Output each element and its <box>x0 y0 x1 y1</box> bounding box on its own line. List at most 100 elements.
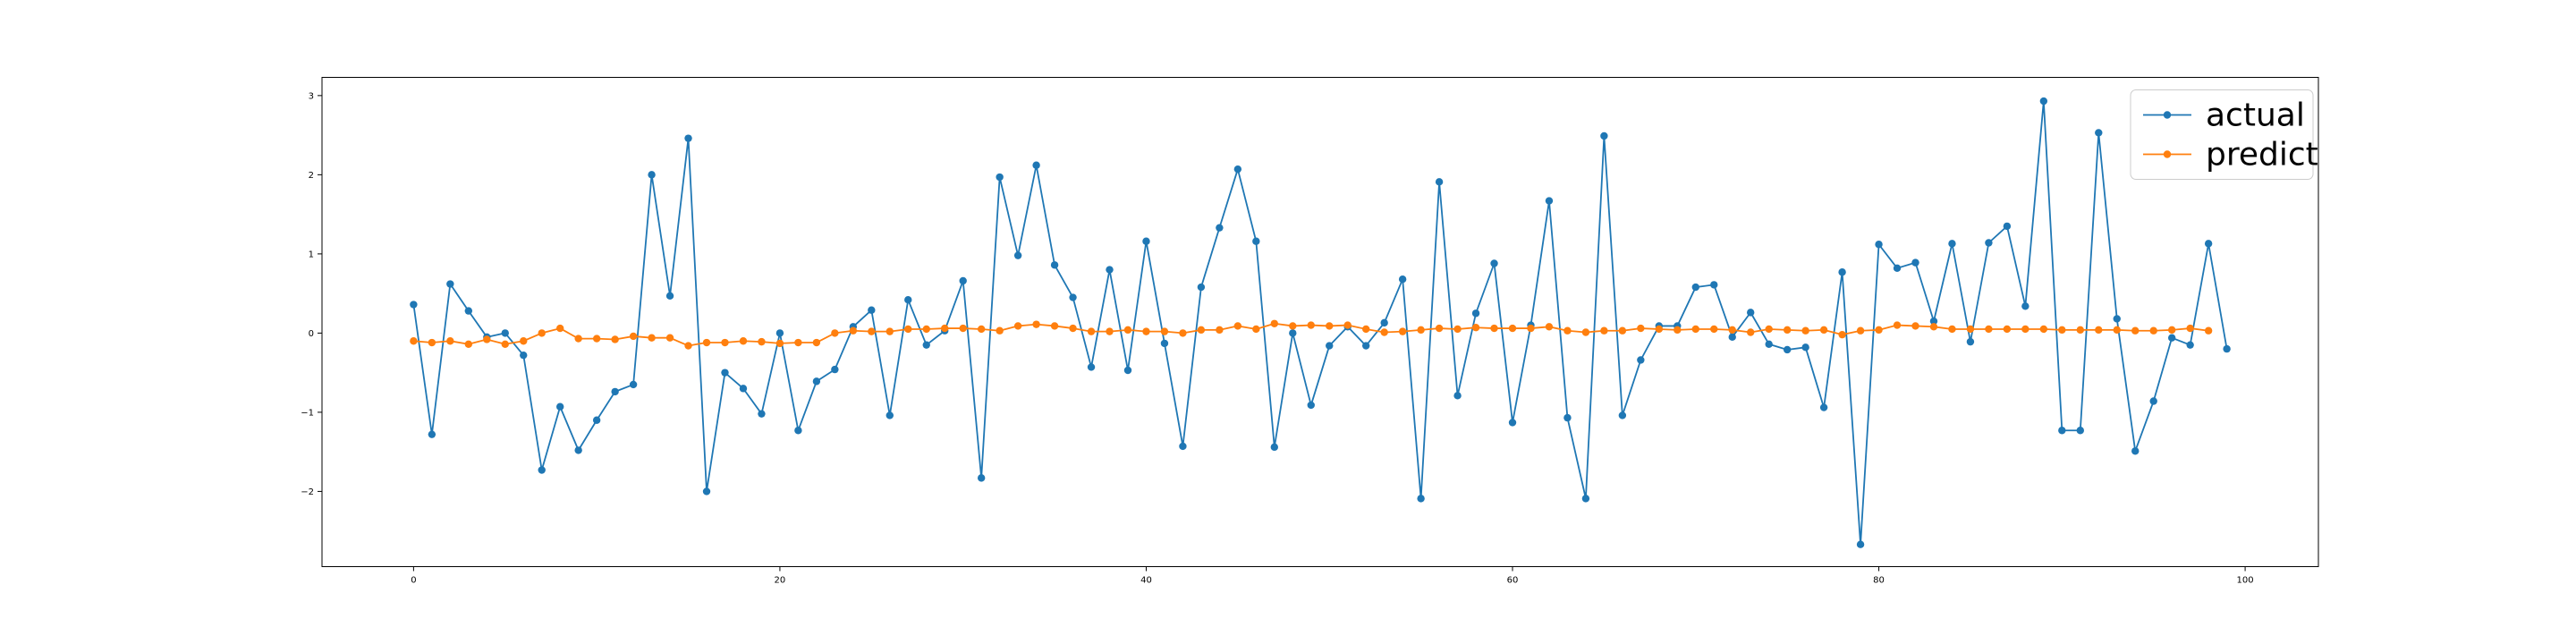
actual-point <box>1252 237 1260 245</box>
y-axis: −2 −1 0 1 2 3 <box>301 91 322 497</box>
actual-point <box>702 487 711 496</box>
actual-point <box>1948 240 1956 248</box>
actual-point <box>1069 293 1077 301</box>
plot-area <box>322 77 2318 567</box>
actual-point <box>1490 259 1498 267</box>
predict-point <box>1160 327 1169 335</box>
actual-point <box>1307 401 1315 410</box>
predict-point <box>1966 325 1975 334</box>
legend-box <box>2130 89 2314 180</box>
predict-point <box>1637 324 1645 333</box>
actual-point <box>2095 129 2103 137</box>
actual-point <box>1765 340 1773 348</box>
predict-point <box>483 335 491 343</box>
actual-point <box>1618 411 1627 419</box>
predict-point <box>410 337 418 345</box>
actual-point <box>2003 222 2012 231</box>
actual-point <box>1545 197 1554 205</box>
predict-point <box>1270 319 1279 327</box>
predict-point <box>1728 326 1736 335</box>
predict-point <box>1948 325 1956 334</box>
predict-point <box>721 338 729 347</box>
predict-point <box>1893 321 1902 329</box>
predict-point <box>1563 326 1572 335</box>
y-tick-label: 0 <box>309 329 314 339</box>
x-tick-label: 40 <box>1140 576 1152 586</box>
predict-point <box>611 335 619 343</box>
predict-point <box>977 325 986 334</box>
predict-point <box>1545 323 1554 331</box>
predict-point <box>2021 325 2029 334</box>
predict-point <box>648 334 656 342</box>
actual-point <box>2149 397 2157 405</box>
actual-point <box>1087 363 1096 371</box>
series-predict <box>410 319 2213 350</box>
actual-point <box>1326 342 1334 350</box>
predict-point <box>1471 323 1480 332</box>
actual-point <box>1013 251 1022 259</box>
predict-point <box>1875 326 1883 335</box>
legend-label-predict: predict <box>2206 137 2318 174</box>
actual-point <box>868 306 876 314</box>
predict-point <box>996 326 1004 335</box>
actual-point <box>1563 413 1572 422</box>
actual-point <box>1581 495 1590 503</box>
actual-point <box>592 416 601 424</box>
actual-point <box>775 329 784 337</box>
actual-point <box>574 446 582 454</box>
predict-point <box>2131 326 2140 335</box>
predict-point <box>1087 327 1096 335</box>
y-tick-label: −2 <box>301 487 314 497</box>
legend-label-actual: actual <box>2206 97 2305 134</box>
y-tick-label: 2 <box>309 171 314 181</box>
actual-point <box>556 402 564 411</box>
predict-point <box>1013 322 1022 330</box>
predict-point <box>1655 325 1664 334</box>
predict-point <box>1581 328 1590 336</box>
y-tick-label: −1 <box>301 408 314 418</box>
actual-point <box>1289 329 1297 337</box>
predict-point <box>739 337 748 345</box>
actual-point <box>1838 268 1846 276</box>
actual-point <box>2113 315 2121 323</box>
predict-point <box>1453 325 1462 334</box>
predict-point <box>1765 325 1773 334</box>
predict-point <box>1069 324 1077 333</box>
actual-point <box>1197 283 1206 292</box>
predict-point <box>2113 326 2121 335</box>
actual-point <box>1801 343 1809 352</box>
actual-point <box>1032 161 1040 169</box>
actual-point <box>1875 241 1883 249</box>
predict-point <box>501 340 509 348</box>
actual-point <box>739 385 748 393</box>
predict-point <box>1911 322 1919 330</box>
predict-point <box>446 337 454 345</box>
actual-point <box>812 377 821 386</box>
predict-point <box>758 337 766 346</box>
predict-point <box>1343 321 1352 329</box>
predict-point <box>2058 326 2066 335</box>
predict-point <box>849 326 858 335</box>
actual-point <box>1233 165 1242 174</box>
actual-point <box>520 351 528 360</box>
actual-point <box>1637 356 1645 364</box>
actual-point <box>501 329 509 337</box>
actual-point <box>1398 275 1407 284</box>
y-tick-label: 3 <box>309 91 314 101</box>
predict-point <box>1307 321 1315 329</box>
predict-point <box>2076 326 2084 335</box>
predict-point <box>1032 320 1040 328</box>
actual-point <box>721 369 729 377</box>
predict-point <box>1380 328 1388 336</box>
predict-point <box>1361 325 1370 334</box>
predict-point <box>520 337 528 345</box>
actual-point <box>410 301 418 309</box>
actual-point <box>1050 261 1059 269</box>
actual-point <box>2204 240 2213 248</box>
actual-point <box>1929 317 1938 326</box>
predict-point <box>1289 322 1297 330</box>
actual-point <box>2076 427 2084 435</box>
predict-point <box>959 324 967 333</box>
actual-point <box>464 307 473 315</box>
